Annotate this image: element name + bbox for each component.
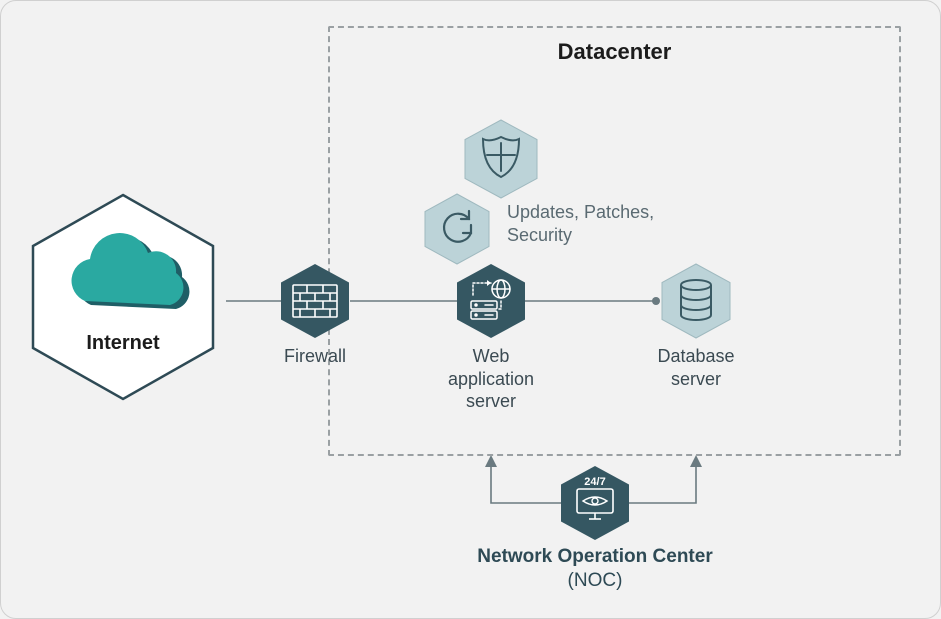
updates-label-line2: Security	[507, 224, 654, 247]
internet-label: Internet	[15, 331, 231, 356]
database-label: Database server	[636, 345, 756, 390]
internet-node	[15, 189, 231, 405]
database-label-l1: Database	[636, 345, 756, 368]
updates-label: Updates, Patches, Security	[507, 201, 654, 248]
firewall-label: Firewall	[255, 345, 375, 368]
web-app-label-l2: application	[431, 368, 551, 391]
noc-label: Network Operation Center (NOC)	[475, 545, 715, 593]
web-app-label-l3: server	[431, 390, 551, 413]
noc-badge: 24/7	[584, 476, 605, 488]
database-label-l2: server	[636, 368, 756, 391]
web-app-label-l1: Web	[431, 345, 551, 368]
noc-label-bold: Network Operation Center	[477, 546, 712, 567]
database-node	[656, 261, 736, 341]
diagram-canvas: Datacenter Internet	[0, 0, 941, 619]
updates-node	[419, 191, 495, 267]
web-app-node	[451, 261, 531, 341]
noc-label-plain: (NOC)	[568, 570, 623, 591]
noc-node: 24/7	[555, 463, 635, 543]
shield-node	[459, 117, 543, 201]
updates-label-line1: Updates, Patches,	[507, 201, 654, 224]
datacenter-title: Datacenter	[328, 39, 901, 65]
firewall-node	[275, 261, 355, 341]
web-app-label: Web application server	[431, 345, 551, 413]
